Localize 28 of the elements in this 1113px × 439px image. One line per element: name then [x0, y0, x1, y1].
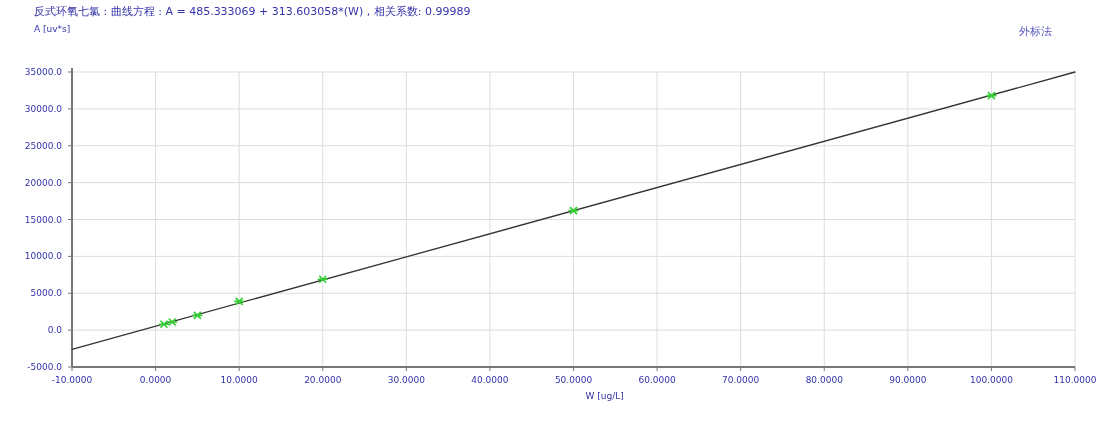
y-tick-label: 15000.0	[24, 214, 63, 225]
x-tick-label: 40.0000	[471, 375, 509, 385]
y-tick-label: 20000.0	[24, 177, 63, 188]
x-tick-label: 100.0000	[969, 375, 1014, 385]
y-axis-title: A [uv*s]	[34, 24, 71, 34]
chart-title: 反式环氧七氯 : 曲线方程 : A = 485.333069 + 313.603058*(W) , 相关系数: 0.99989	[34, 5, 471, 18]
y-tick-label: 0.0	[47, 325, 63, 336]
x-tick-label: 0.0000	[139, 375, 172, 385]
x-tick-label: 20.0000	[304, 375, 342, 385]
y-tick-label: 30000.0	[24, 103, 63, 114]
y-tick-label: 25000.0	[24, 140, 63, 151]
x-axis-title: W [ug/L]	[585, 391, 624, 401]
x-tick-label: -10.0000	[51, 375, 93, 385]
x-tick-label: 30.0000	[387, 375, 426, 385]
text: 外标法	[1019, 25, 1052, 38]
x-tick-label: 110.0000	[1053, 375, 1097, 385]
x-tick-label: 10.0000	[220, 375, 259, 385]
x-tick-label: 60.0000	[638, 375, 676, 385]
point	[233, 297, 245, 306]
x-tick-label: 70.0000	[722, 375, 760, 385]
x-tick-label: 80.0000	[805, 375, 844, 385]
y-tick-label: 5000.0	[30, 288, 63, 299]
y-tick-label: 10000.0	[24, 251, 63, 262]
point	[316, 274, 329, 284]
x-tick-label: 50.0000	[554, 375, 593, 385]
y-tick-label: -5000.0	[27, 362, 63, 372]
x-tick-label: 90.0000	[889, 375, 927, 385]
y-tick-label: 35000.0	[24, 67, 63, 77]
